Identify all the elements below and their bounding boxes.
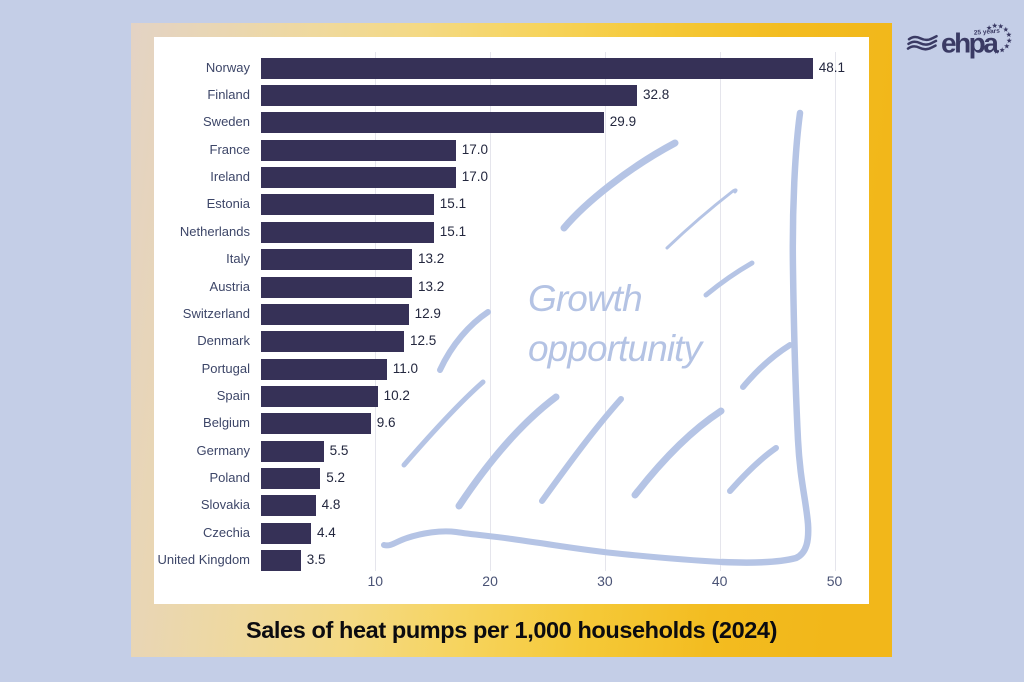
svg-text:25 years: 25 years [974,28,1001,37]
svg-text:ehpa: ehpa [941,28,999,59]
